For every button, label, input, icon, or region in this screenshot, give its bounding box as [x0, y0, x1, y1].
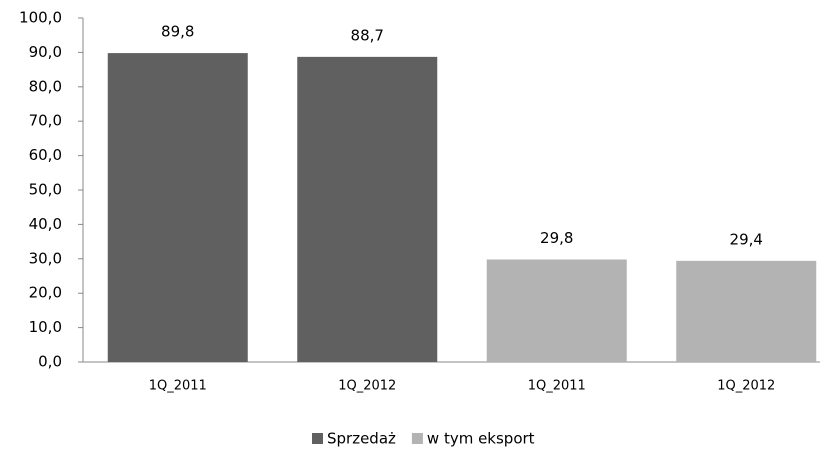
y-tick-label: 80,0	[29, 77, 62, 95]
data-label: 88,7	[351, 26, 384, 44]
y-tick-label: 60,0	[29, 146, 62, 164]
y-tick-label: 50,0	[29, 181, 62, 199]
x-tick-label: 1Q_2011	[149, 379, 207, 394]
y-tick-label: 90,0	[29, 43, 62, 61]
data-label: 29,4	[730, 230, 763, 248]
data-label: 89,8	[161, 23, 194, 41]
legend-swatch	[411, 433, 423, 444]
x-tick-label: 1Q_2012	[338, 379, 396, 394]
y-tick-label: 10,0	[29, 318, 62, 336]
legend-label: w tym eksport	[427, 430, 535, 448]
bar	[676, 260, 817, 362]
y-tick-label: 40,0	[29, 215, 62, 233]
legend-swatch	[312, 433, 323, 444]
data-label: 29,8	[540, 229, 573, 247]
legend-label: Sprzedaż	[327, 430, 396, 448]
y-tick-label: 70,0	[29, 112, 62, 130]
y-tick-label: 0,0	[38, 353, 62, 371]
y-tick-label: 30,0	[29, 249, 62, 267]
bar	[486, 259, 627, 362]
bar	[107, 53, 248, 362]
x-tick-label: 1Q_2012	[717, 379, 775, 394]
y-tick-label: 20,0	[29, 284, 62, 302]
x-tick-label: 1Q_2011	[528, 379, 586, 394]
bar	[297, 56, 438, 362]
y-tick-label: 100,0	[19, 9, 62, 27]
